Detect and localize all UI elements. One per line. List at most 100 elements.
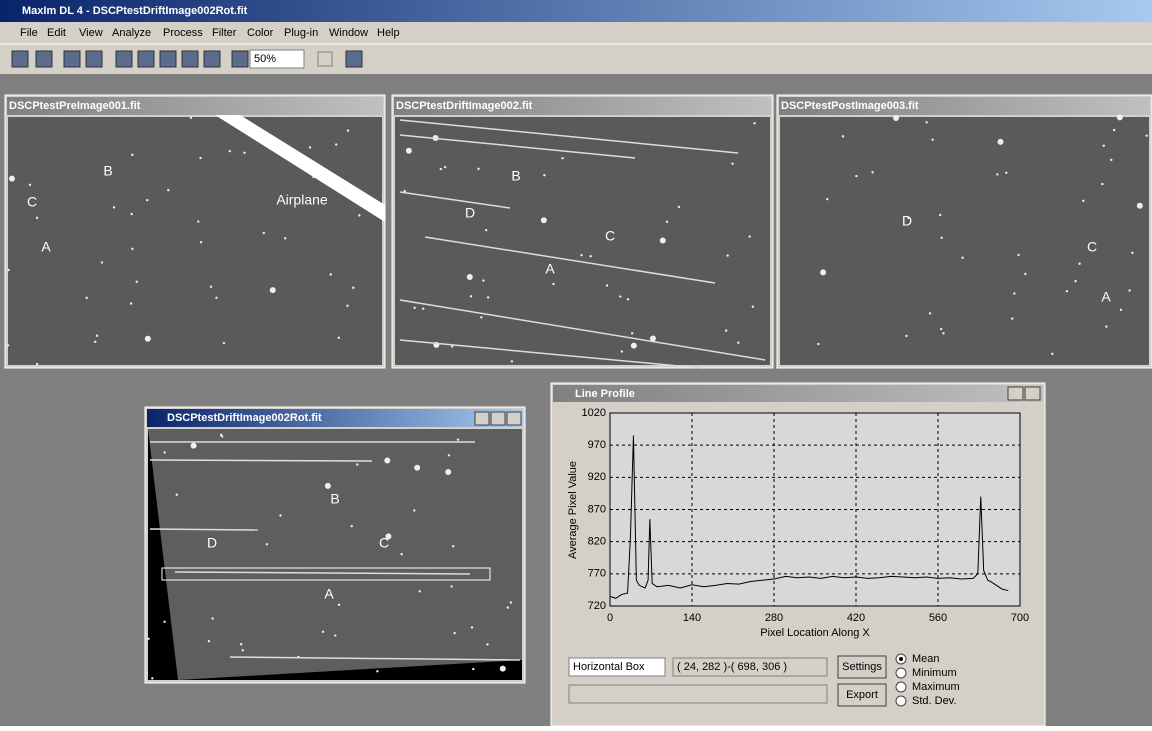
- star: [487, 296, 489, 298]
- star: [352, 287, 354, 289]
- star: [543, 174, 545, 176]
- menu-item[interactable]: Color: [247, 27, 274, 39]
- star: [1105, 325, 1107, 327]
- star: [666, 221, 668, 223]
- tool-button[interactable]: [12, 51, 28, 67]
- image-label: D: [902, 213, 912, 229]
- star: [94, 341, 96, 343]
- y-tick-label: 720: [588, 600, 606, 612]
- y-axis-label: Average Pixel Value: [567, 461, 579, 559]
- x-tick-label: 0: [607, 612, 613, 624]
- radio[interactable]: [896, 696, 906, 706]
- menu-item[interactable]: View: [79, 27, 103, 39]
- star: [726, 254, 728, 256]
- radio-label: Mean: [912, 653, 940, 665]
- tool-button[interactable]: [160, 51, 176, 67]
- radio-label: Std. Dev.: [912, 695, 956, 707]
- star: [147, 638, 149, 640]
- menu-item[interactable]: Edit: [47, 27, 66, 39]
- menu-item[interactable]: Plug-in: [284, 27, 318, 39]
- window-control[interactable]: [475, 412, 489, 425]
- star: [467, 274, 473, 280]
- star: [145, 336, 151, 342]
- star: [351, 525, 353, 527]
- zoom-dropdown[interactable]: [318, 52, 332, 66]
- radio-label: Minimum: [912, 667, 957, 679]
- star: [753, 122, 755, 124]
- star: [1101, 183, 1103, 185]
- window-control[interactable]: [1025, 387, 1040, 400]
- star: [931, 138, 933, 140]
- star: [855, 175, 857, 177]
- star: [842, 135, 844, 137]
- tool-button[interactable]: [204, 51, 220, 67]
- star: [130, 302, 132, 304]
- star: [1117, 114, 1123, 120]
- star: [7, 344, 9, 346]
- star: [485, 229, 487, 231]
- tool-button[interactable]: [138, 51, 154, 67]
- menu-item[interactable]: Analyze: [112, 27, 151, 39]
- star: [309, 146, 311, 148]
- star: [338, 604, 340, 606]
- star: [1011, 317, 1013, 319]
- star: [151, 677, 153, 679]
- star: [997, 139, 1003, 145]
- star: [334, 634, 336, 636]
- star: [1066, 290, 1068, 292]
- star: [130, 213, 132, 215]
- window-control[interactable]: [507, 412, 521, 425]
- star: [190, 117, 192, 119]
- star: [240, 643, 242, 645]
- star: [619, 295, 621, 297]
- star: [1013, 292, 1015, 294]
- star: [36, 363, 38, 365]
- tool-button[interactable]: [116, 51, 132, 67]
- text-field: [569, 685, 827, 703]
- menu-item[interactable]: Filter: [212, 27, 237, 39]
- star: [346, 305, 348, 307]
- star: [457, 438, 459, 440]
- star: [961, 257, 963, 259]
- star: [191, 443, 197, 449]
- tool-button[interactable]: [232, 51, 248, 67]
- x-axis-label: Pixel Location Along X: [760, 627, 870, 639]
- star: [356, 463, 358, 465]
- window-control[interactable]: [491, 412, 505, 425]
- range-value: ( 24, 282 )-( 698, 306 ): [677, 661, 787, 673]
- radio[interactable]: [896, 668, 906, 678]
- star: [925, 121, 927, 123]
- x-tick-label: 560: [929, 612, 947, 624]
- star: [242, 649, 244, 651]
- star: [29, 184, 31, 186]
- star: [325, 483, 331, 489]
- star: [996, 173, 998, 175]
- menu-item[interactable]: Help: [377, 27, 400, 39]
- image-label: A: [324, 586, 334, 602]
- tool-button[interactable]: [64, 51, 80, 67]
- star: [208, 640, 210, 642]
- window-control[interactable]: [1008, 387, 1023, 400]
- star: [414, 465, 420, 471]
- menu-item[interactable]: Process: [163, 27, 203, 39]
- star: [589, 255, 591, 257]
- image-label: C: [1087, 239, 1097, 255]
- tool-button[interactable]: [346, 51, 362, 67]
- y-tick-label: 920: [588, 471, 606, 483]
- star: [448, 454, 450, 456]
- window-title: Line Profile: [575, 388, 635, 400]
- tool-button[interactable]: [182, 51, 198, 67]
- star: [330, 273, 332, 275]
- x-tick-label: 140: [683, 612, 701, 624]
- star: [384, 457, 390, 463]
- radio[interactable]: [896, 682, 906, 692]
- tool-button[interactable]: [36, 51, 52, 67]
- star: [279, 514, 281, 516]
- window-title: DSCPtestPreImage001.fit: [9, 100, 141, 112]
- menu-item[interactable]: File: [20, 27, 38, 39]
- star: [36, 217, 38, 219]
- window-title: DSCPtestDriftImage002.fit: [396, 100, 533, 112]
- star: [223, 342, 225, 344]
- menu-item[interactable]: Window: [329, 27, 368, 39]
- tool-button[interactable]: [86, 51, 102, 67]
